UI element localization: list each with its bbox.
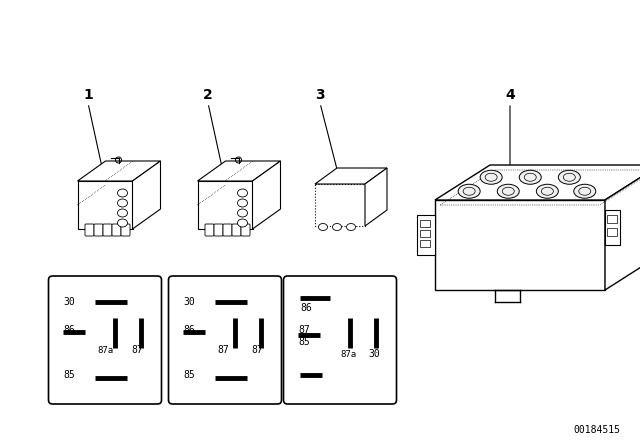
Ellipse shape [346, 224, 355, 231]
Ellipse shape [118, 199, 127, 207]
Text: 87a: 87a [97, 345, 113, 354]
Text: 87: 87 [131, 345, 143, 355]
Polygon shape [435, 200, 605, 290]
Text: 30: 30 [183, 297, 195, 307]
FancyBboxPatch shape [112, 224, 121, 236]
Text: 86: 86 [63, 325, 75, 335]
Polygon shape [365, 168, 387, 226]
Bar [420, 230, 430, 237]
Polygon shape [315, 184, 365, 226]
Ellipse shape [237, 209, 248, 217]
Ellipse shape [118, 189, 127, 197]
Polygon shape [198, 161, 280, 181]
Polygon shape [435, 165, 640, 200]
Text: 86: 86 [183, 325, 195, 335]
Ellipse shape [480, 170, 502, 184]
Ellipse shape [237, 219, 248, 227]
Ellipse shape [497, 184, 519, 198]
Polygon shape [77, 161, 161, 181]
Polygon shape [77, 181, 132, 229]
Text: 00184515: 00184515 [573, 425, 620, 435]
Text: 1: 1 [83, 88, 93, 102]
Ellipse shape [458, 184, 480, 198]
Ellipse shape [237, 199, 248, 207]
Text: 85: 85 [183, 370, 195, 380]
Text: 2: 2 [203, 88, 213, 102]
Text: 30: 30 [368, 349, 380, 359]
FancyBboxPatch shape [214, 224, 223, 236]
Text: 87: 87 [217, 345, 228, 355]
Bar [607, 215, 617, 223]
Bar [420, 240, 430, 247]
FancyBboxPatch shape [94, 224, 103, 236]
Bar [420, 220, 430, 227]
Text: 4: 4 [505, 88, 515, 102]
Polygon shape [605, 165, 640, 290]
Polygon shape [315, 168, 387, 184]
Ellipse shape [319, 224, 328, 231]
Text: 3: 3 [315, 88, 325, 102]
FancyBboxPatch shape [241, 224, 250, 236]
FancyBboxPatch shape [49, 276, 161, 404]
Ellipse shape [558, 170, 580, 184]
Text: 30: 30 [63, 297, 75, 307]
FancyBboxPatch shape [205, 224, 214, 236]
Polygon shape [132, 161, 161, 229]
Polygon shape [417, 215, 435, 255]
Text: 85: 85 [298, 337, 310, 347]
FancyBboxPatch shape [85, 224, 94, 236]
Bar [607, 228, 617, 236]
Ellipse shape [118, 219, 127, 227]
Text: 87: 87 [251, 345, 263, 355]
FancyBboxPatch shape [232, 224, 241, 236]
Text: 85: 85 [63, 370, 75, 380]
Text: 86: 86 [300, 303, 312, 313]
FancyBboxPatch shape [284, 276, 397, 404]
Ellipse shape [573, 184, 596, 198]
Polygon shape [253, 161, 280, 229]
FancyBboxPatch shape [168, 276, 282, 404]
FancyBboxPatch shape [103, 224, 112, 236]
Ellipse shape [536, 184, 558, 198]
Polygon shape [605, 210, 620, 245]
Ellipse shape [118, 209, 127, 217]
Ellipse shape [237, 189, 248, 197]
Text: 87a: 87a [340, 349, 356, 358]
Ellipse shape [519, 170, 541, 184]
Text: 87: 87 [298, 325, 310, 335]
Polygon shape [198, 181, 253, 229]
Ellipse shape [333, 224, 342, 231]
FancyBboxPatch shape [121, 224, 130, 236]
FancyBboxPatch shape [223, 224, 232, 236]
